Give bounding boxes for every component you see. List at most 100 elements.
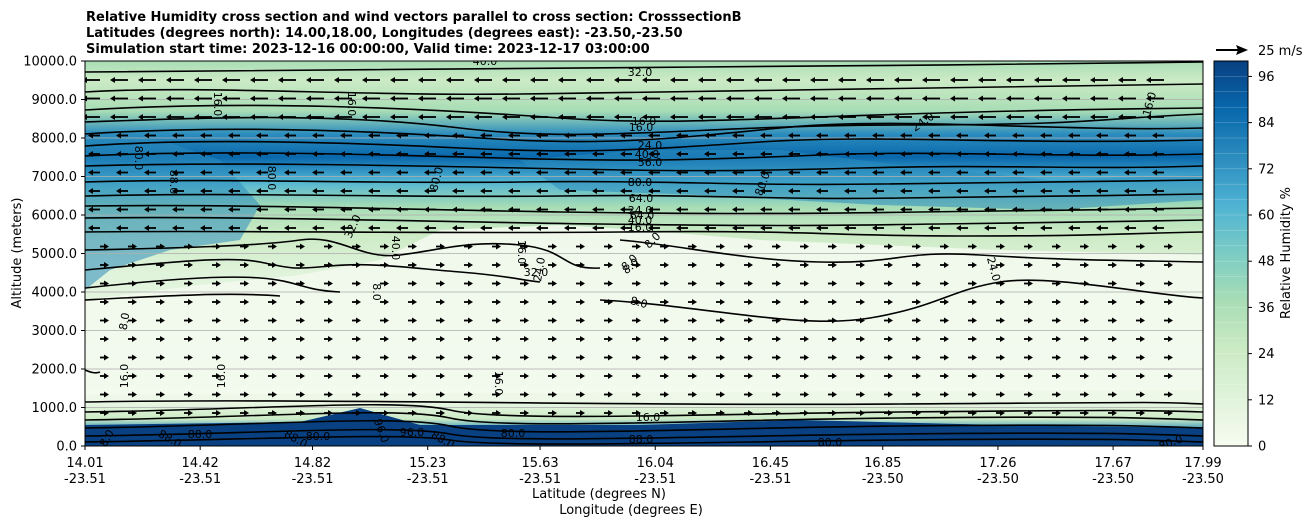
wind-vector-head bbox=[972, 410, 977, 416]
wind-vector-head bbox=[620, 151, 625, 157]
wind-vector-head bbox=[944, 243, 949, 250]
wind-vector-head bbox=[390, 95, 395, 102]
wind-vector-head bbox=[816, 151, 821, 157]
contour-line bbox=[85, 293, 281, 301]
wind-vector-head bbox=[636, 410, 641, 416]
wind-vector-head bbox=[508, 188, 513, 194]
wind-vector-head bbox=[704, 151, 709, 157]
wind-vector-head bbox=[228, 206, 233, 213]
wind-vector-head bbox=[368, 151, 373, 157]
wind-vector-head bbox=[446, 114, 451, 120]
wind-vector-head bbox=[272, 354, 277, 361]
wind-vector-head bbox=[872, 151, 877, 157]
wind-vector-head bbox=[188, 299, 193, 305]
wind-vector-head bbox=[720, 243, 725, 250]
wind-vector-head bbox=[608, 354, 613, 361]
colorbar-fill bbox=[1214, 61, 1248, 446]
wind-vector-head bbox=[356, 373, 361, 379]
wind-vector-head bbox=[496, 354, 501, 361]
wind-vector-head bbox=[1168, 280, 1173, 287]
wind-vector-head bbox=[1068, 132, 1073, 139]
wind-vector-head bbox=[284, 225, 289, 231]
wind-vector-head bbox=[284, 151, 289, 157]
wind-vector-head bbox=[580, 354, 585, 361]
wind-vector-head bbox=[676, 188, 681, 194]
wind-vector-head bbox=[620, 132, 625, 139]
wind-vector-head bbox=[1056, 336, 1061, 342]
wind-vector-head bbox=[356, 336, 361, 342]
wind-vector-head bbox=[524, 410, 529, 416]
wind-vector-head bbox=[676, 132, 681, 139]
wind-vector-head bbox=[1012, 206, 1017, 213]
wind-vector-head bbox=[894, 95, 899, 102]
wind-vector-head bbox=[872, 225, 877, 231]
wind-vector-head bbox=[1068, 188, 1073, 194]
wind-vector-head bbox=[244, 280, 249, 287]
wind-vector-head bbox=[1012, 225, 1017, 231]
y-tick-label: 7000.0 bbox=[32, 170, 78, 185]
wind-vector-head bbox=[424, 225, 429, 231]
wind-vector-head bbox=[720, 262, 725, 268]
wind-vector-head bbox=[356, 354, 361, 361]
wind-vector-head bbox=[312, 188, 317, 194]
contour-label: 80.0 bbox=[132, 146, 145, 171]
wind-vector-head bbox=[950, 95, 955, 102]
wind-vector-head bbox=[104, 410, 109, 416]
wind-vector-head bbox=[776, 354, 781, 361]
contour-label: 80.0 bbox=[427, 166, 446, 193]
wind-vector-head bbox=[328, 391, 333, 398]
wind-vector-head bbox=[816, 225, 821, 231]
wind-vector-head bbox=[580, 317, 585, 324]
wind-vector-head bbox=[1096, 225, 1101, 231]
wind-vector-head bbox=[788, 169, 793, 176]
wind-vector-head bbox=[1000, 336, 1005, 342]
wind-vector-head bbox=[788, 132, 793, 139]
wind-vector-head bbox=[300, 280, 305, 287]
wind-vector-head bbox=[424, 188, 429, 194]
contour-label: 40.0 bbox=[635, 148, 660, 161]
wind-vector-head bbox=[440, 336, 445, 342]
wind-vector-head bbox=[642, 114, 647, 120]
wind-vector-head bbox=[530, 77, 535, 83]
wind-vector-head bbox=[916, 280, 921, 287]
contour-label: 24.0 bbox=[628, 204, 653, 217]
wind-vector-head bbox=[894, 77, 899, 83]
wind-vector-head bbox=[536, 206, 541, 213]
wind-vector-head bbox=[1084, 262, 1089, 268]
wind-vector-head bbox=[312, 206, 317, 213]
wind-vector-head bbox=[916, 299, 921, 305]
wind-vector-head bbox=[888, 391, 893, 398]
wind-vector-head bbox=[496, 336, 501, 342]
wind-vector-head bbox=[1124, 132, 1129, 139]
wind-vector-head bbox=[956, 188, 961, 194]
wind-vector-head bbox=[480, 132, 485, 139]
wind-vector-head bbox=[384, 373, 389, 379]
wind-vector-head bbox=[860, 317, 865, 324]
wind-vector-head bbox=[782, 95, 787, 102]
wind-vector-head bbox=[804, 243, 809, 250]
wind-vector-head bbox=[160, 317, 165, 324]
wind-vector-head bbox=[160, 336, 165, 342]
wind-vector-head bbox=[356, 280, 361, 287]
wind-vector-head bbox=[132, 280, 137, 287]
wind-vector-head bbox=[474, 95, 479, 102]
wind-vector-head bbox=[340, 206, 345, 213]
wind-vector-head bbox=[200, 206, 205, 213]
wind-vector-head bbox=[1168, 410, 1173, 416]
wind-vector-head bbox=[1152, 188, 1157, 194]
wind-vector-head bbox=[328, 336, 333, 342]
wind-vector-head bbox=[1112, 317, 1117, 324]
wind-vector-head bbox=[216, 336, 221, 342]
wind-vector-head bbox=[508, 225, 513, 231]
contour-line bbox=[85, 179, 1203, 186]
wind-vector-head bbox=[972, 243, 977, 250]
wind-vector-head bbox=[440, 262, 445, 268]
wind-vector-head bbox=[1146, 77, 1151, 83]
wind-vector-head bbox=[776, 410, 781, 416]
wind-vector-head bbox=[1034, 95, 1039, 102]
y-tick-label: 2000.0 bbox=[32, 363, 78, 378]
wind-vector-head bbox=[228, 132, 233, 139]
wind-vector-head bbox=[944, 299, 949, 305]
wind-vector-head bbox=[804, 391, 809, 398]
